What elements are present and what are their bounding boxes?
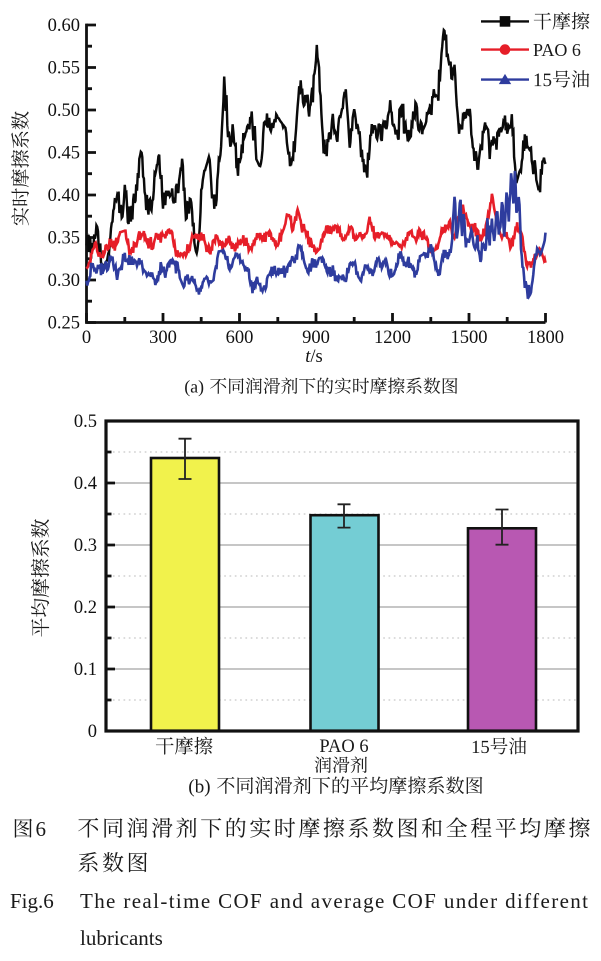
svg-text:300: 300 xyxy=(149,328,177,348)
svg-text:600: 600 xyxy=(226,328,254,348)
svg-text:0.5: 0.5 xyxy=(74,412,97,432)
svg-text:1500: 1500 xyxy=(451,328,488,348)
svg-text:1800: 1800 xyxy=(527,328,564,348)
svg-text:lubricants: lubricants xyxy=(80,926,163,950)
svg-text:6: 6 xyxy=(36,817,47,841)
svg-text:0.35: 0.35 xyxy=(48,229,80,249)
svg-text:0.45: 0.45 xyxy=(48,144,80,164)
svg-text:0.2: 0.2 xyxy=(74,598,97,618)
svg-text:1200: 1200 xyxy=(374,328,411,348)
svg-text:0.60: 0.60 xyxy=(48,16,80,36)
svg-text:The real-time COF and average: The real-time COF and average COF under … xyxy=(80,889,588,913)
svg-text:0.4: 0.4 xyxy=(74,474,97,494)
svg-text:Fig.6: Fig.6 xyxy=(10,889,54,913)
svg-text:0.50: 0.50 xyxy=(48,101,80,121)
svg-text:0.25: 0.25 xyxy=(48,314,80,334)
svg-text:0.3: 0.3 xyxy=(74,536,97,556)
svg-text:0.55: 0.55 xyxy=(48,59,80,79)
svg-text:0: 0 xyxy=(88,722,97,742)
svg-text:900: 900 xyxy=(302,328,330,348)
svg-text:0.40: 0.40 xyxy=(48,186,80,206)
svg-text:0.30: 0.30 xyxy=(48,271,80,291)
svg-text:0: 0 xyxy=(82,328,91,348)
svg-text:PAO 6: PAO 6 xyxy=(533,40,581,60)
svg-text:t/s: t/s xyxy=(305,347,322,367)
svg-text:PAO 6: PAO 6 xyxy=(319,737,368,757)
svg-text:0.1: 0.1 xyxy=(74,660,97,680)
